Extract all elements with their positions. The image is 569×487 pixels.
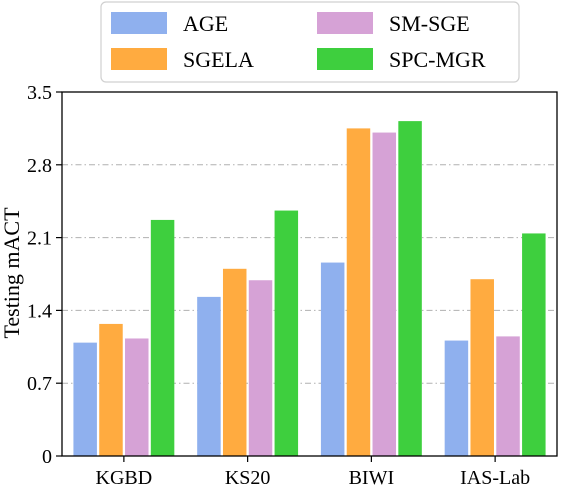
bar-spc-mgr-ks20: [274, 210, 299, 456]
axis-layer: 0 0.7 1.4 2.1 2.8 3.5 KGBD KS20 BIWI IAS-Lab: [27, 82, 558, 487]
bar-sm-sge-kgbd: [125, 338, 149, 456]
legend-swatch-sm-sge: [317, 12, 373, 34]
bar-spc-mgr-kgbd: [150, 219, 175, 456]
bar-age-biwi: [320, 262, 345, 456]
y-tick-label: 1.4: [27, 300, 52, 322]
x-tick-label: IAS-Lab: [460, 467, 530, 487]
x-tick-label: KS20: [225, 467, 271, 487]
legend: AGE SGELA SM-SGE SPC-MGR: [100, 1, 520, 83]
bar-age-ias-lab: [444, 340, 469, 456]
bar-sm-sge-biwi: [372, 132, 397, 456]
y-tick-label: 2.1: [27, 228, 52, 250]
x-tick-label: BIWI: [349, 467, 395, 487]
bar-sgela-biwi: [346, 128, 371, 456]
legend-box: [100, 1, 520, 83]
x-tick-label: KGBD: [96, 467, 153, 487]
bar-sgela-kgbd: [99, 323, 123, 456]
y-axis-label: Testing mACT: [0, 207, 24, 339]
bar-layer: [73, 121, 546, 457]
y-tick-label: 0.7: [27, 373, 52, 395]
bar-spc-mgr-biwi: [398, 121, 422, 457]
y-tick-label: 2.8: [27, 155, 52, 177]
legend-swatch-spc-mgr: [317, 48, 373, 70]
bar-age-ks20: [197, 296, 221, 456]
bar-sm-sge-ks20: [248, 280, 273, 456]
y-tick-label: 0: [42, 446, 52, 468]
bar-sgela-ias-lab: [470, 279, 494, 456]
bar-spc-mgr-ias-lab: [522, 233, 546, 456]
legend-label-age: AGE: [183, 11, 228, 36]
bar-age-kgbd: [73, 342, 97, 456]
legend-swatch-sgela: [111, 48, 167, 70]
bar-sm-sge-ias-lab: [496, 336, 520, 456]
legend-label-spc-mgr: SPC-MGR: [389, 47, 486, 72]
legend-swatch-age: [111, 12, 167, 34]
plot-frame: [61, 91, 558, 457]
legend-label-sm-sge: SM-SGE: [389, 11, 470, 36]
bar-sgela-ks20: [222, 268, 247, 456]
legend-label-sgela: SGELA: [183, 47, 254, 72]
y-tick-label: 3.5: [27, 82, 52, 104]
